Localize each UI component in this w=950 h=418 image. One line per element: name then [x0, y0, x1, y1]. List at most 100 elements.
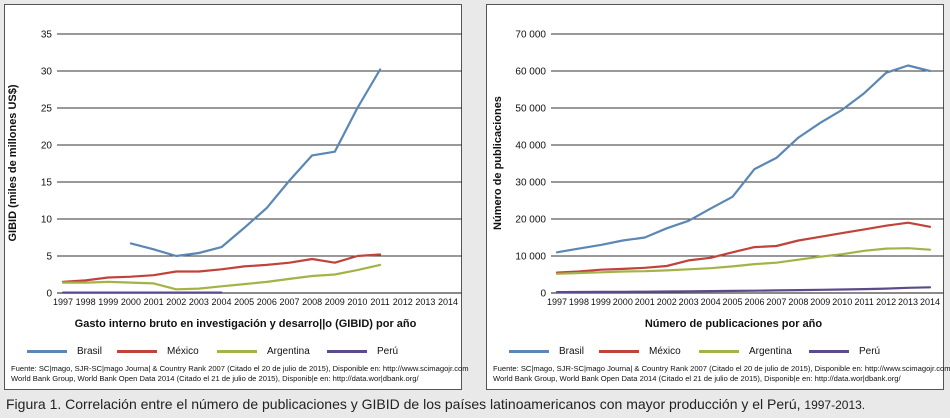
y-tick-label: 30 000: [515, 178, 546, 189]
y-tick-label: 30: [41, 67, 53, 78]
y-tick-label: 0: [540, 289, 546, 300]
x-tick-label: 2000: [121, 297, 141, 307]
legend-swatch: [509, 349, 549, 353]
y-tick-label: 0: [46, 289, 52, 300]
legend-gibid: Brasil México Argentina Perú: [5, 339, 461, 363]
x-tick-label: 2011: [370, 297, 389, 307]
chart-publications: 0 10 000 20 000 30 000 40 000 50 000 60 000 70 …: [492, 30, 944, 330]
legend-swatch: [599, 349, 639, 353]
legend-label: México: [167, 345, 199, 357]
legend-swatch: [217, 349, 257, 353]
x-tick-label: 1998: [569, 297, 589, 307]
y-axis-title: GIBID (miles de millones US$): [7, 84, 19, 241]
legend-item: Argentina: [217, 339, 310, 363]
y-tick-label: 25: [41, 104, 53, 115]
x-tick-label: 2013: [898, 297, 918, 307]
legend-item: Brasil: [27, 339, 102, 363]
x-tick-label: 2006: [744, 297, 764, 307]
source-line: World Bank Group, World Bank Open Data 2…: [493, 374, 901, 383]
series-line-argentina: [61, 263, 382, 291]
y-tick-label: 70 000: [515, 30, 546, 41]
x-axis-title: Gasto interno bruto en investigación y d…: [75, 318, 417, 330]
y-tick-label: 35: [41, 30, 53, 41]
x-tick-label: 2007: [279, 297, 299, 307]
y-tick-label: 15: [41, 178, 53, 189]
y-tick-label: 60 000: [515, 67, 546, 78]
legend-label: Perú: [859, 345, 881, 357]
y-tick-label: 10: [41, 215, 53, 226]
series-line-perú: [555, 286, 932, 294]
legend-label: México: [649, 345, 681, 357]
legend-label: Perú: [377, 345, 399, 357]
x-tick-label: 2003: [679, 297, 699, 307]
legend-label: Argentina: [749, 345, 792, 357]
series-line-brasil: [555, 64, 932, 254]
x-tick-label: 2008: [302, 297, 322, 307]
x-tick-label: 2005: [723, 297, 743, 307]
y-tick-label: 10 000: [515, 252, 546, 263]
x-tick-label: 2011: [854, 297, 873, 307]
y-tick-label: 50 000: [515, 104, 546, 115]
legend-publications: Brasil México Argentina Perú: [487, 339, 943, 363]
x-tick-label: 2004: [701, 297, 721, 307]
legend-label: Brasil: [559, 345, 585, 357]
x-tick-label: 1998: [76, 297, 96, 307]
x-tick-label: 2000: [613, 297, 633, 307]
source-line: World Bank Group, World Bank Open Data 2…: [11, 374, 419, 383]
x-tick-label: 2003: [189, 297, 209, 307]
x-tick-label: 2012: [393, 297, 413, 307]
figure-caption: Figura 1. Correlación entre el número de…: [6, 396, 865, 412]
x-tick-label: 2005: [234, 297, 254, 307]
x-tick-label: 1999: [591, 297, 611, 307]
x-tick-label: 2001: [144, 297, 164, 307]
legend-swatch: [699, 349, 739, 353]
x-tick-label: 2014: [438, 297, 458, 307]
caption-text: Figura 1. Correlación entre el número de…: [6, 396, 805, 412]
x-tick-label: 2012: [876, 297, 896, 307]
x-tick-label: 1997: [53, 297, 73, 307]
chart-panel-publications: 0 10 000 20 000 30 000 40 000 50 000 60 000 70 …: [486, 4, 950, 390]
caption-years: 1997-2013.: [804, 398, 866, 412]
y-tick-label: 40 000: [515, 141, 546, 152]
legend-item: México: [599, 339, 681, 363]
x-tick-label: 2006: [257, 297, 277, 307]
x-tick-label: 2007: [766, 297, 786, 307]
legend-item: Argentina: [699, 339, 792, 363]
series-line-méxico: [555, 221, 932, 274]
x-tick-label: 2002: [166, 297, 186, 307]
legend-swatch: [327, 349, 367, 353]
x-tick-label: 2010: [832, 297, 852, 307]
legend-label: Brasil: [77, 345, 103, 357]
x-tick-label: 2001: [635, 297, 655, 307]
legend-label: Argentina: [267, 345, 310, 357]
x-tick-label: 1999: [98, 297, 118, 307]
x-tick-label: 2004: [212, 297, 232, 307]
y-axis-title: Número de publicaciones: [492, 96, 504, 230]
x-tick-label: 2009: [810, 297, 830, 307]
x-axis-title: Número de publicaciones por año: [645, 318, 823, 330]
x-tick-label: 2010: [347, 297, 367, 307]
legend-swatch: [809, 349, 849, 353]
x-tick-label: 2014: [920, 297, 940, 307]
legend-swatch: [27, 349, 67, 353]
x-tick-label: 2008: [788, 297, 808, 307]
x-tick-label: 2009: [325, 297, 345, 307]
x-tick-label: 2002: [657, 297, 677, 307]
series-line-brasil: [129, 68, 382, 258]
y-tick-label: 5: [46, 252, 52, 263]
source-line: Fuente: SC|mago, SJR-SC|mago Journa| & C…: [493, 364, 950, 373]
y-tick-label: 20: [41, 141, 53, 152]
legend-swatch: [117, 349, 157, 353]
source-line: Fuente: SC|mago, SJR-SC|mago Journa| & C…: [11, 364, 469, 373]
series-line-argentina: [555, 247, 932, 275]
series-line-méxico: [61, 253, 382, 283]
legend-item: Perú: [809, 339, 880, 363]
source-note-gibid: Fuente: SC|mago, SJR-SC|mago Journa| & C…: [11, 364, 469, 384]
x-tick-label: 2013: [415, 297, 435, 307]
y-tick-label: 20 000: [515, 215, 546, 226]
source-note-publications: Fuente: SC|mago, SJR-SC|mago Journa| & C…: [493, 364, 950, 384]
legend-item: Perú: [327, 339, 398, 363]
x-tick-label: 1997: [547, 297, 567, 307]
legend-item: México: [117, 339, 199, 363]
